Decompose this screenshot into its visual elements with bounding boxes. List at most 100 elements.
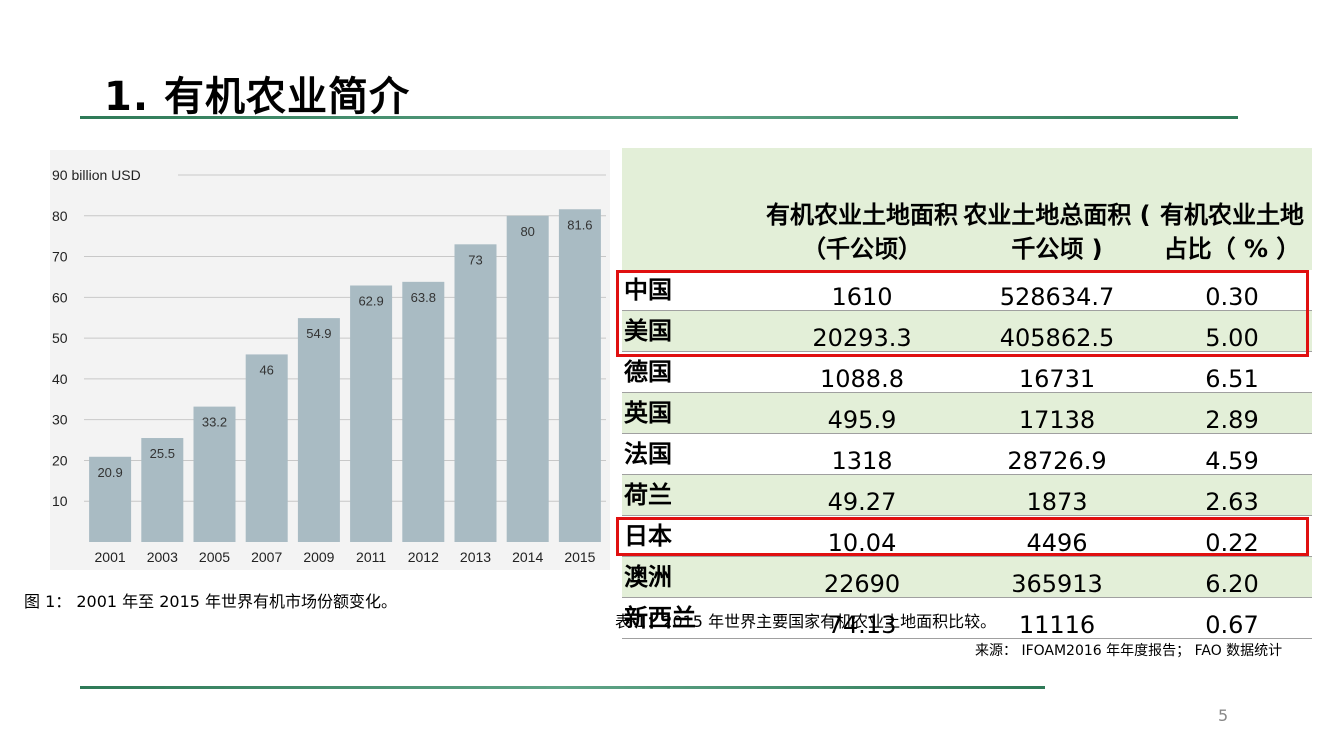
country-cell: 日本 [622,515,762,557]
header-country [622,148,762,270]
total-area-cell: 405862.5 [962,310,1152,352]
country-cell: 中国 [622,270,762,311]
x-tick-label: 2001 [95,549,126,565]
total-area-cell: 1873 [962,474,1152,516]
header-organic-share: 有机农业土地占比（ % ） [1160,201,1304,263]
organic-share-cell: 2.63 [1152,474,1312,516]
bar [454,244,497,543]
table-caption: 表 1：2015 年世界主要国家有机农业土地面积比较。 [615,612,997,631]
organic-land-table: 有机农业土地面积（千公顷） 农业土地总面积 ( 千公顷 ) 有机农业土地占比（ … [622,148,1312,639]
x-tick-label: 2012 [408,549,439,565]
bar [193,406,236,542]
bar [506,215,549,542]
organic-area-cell: 49.27 [762,474,962,516]
organic-area-cell: 20293.3 [762,310,962,352]
data-label: 20.9 [97,465,122,480]
x-tick-label: 2005 [199,549,230,565]
organic-share-cell: 2.89 [1152,392,1312,434]
bar [350,285,393,542]
bar [245,354,288,542]
country-cell: 法国 [622,433,762,475]
total-area-cell: 528634.7 [962,270,1152,311]
header-total-area: 农业土地总面积 ( 千公顷 ) [963,201,1151,263]
market-bar-chart: 90 billion USD 10 20 30 40 50 60 70 80 20.9 2001 25… [50,150,610,570]
y-tick-label: 60 [52,289,68,305]
total-area-cell: 365913 [962,556,1152,598]
organic-share-cell: 6.51 [1152,351,1312,393]
total-area-cell: 11116 [962,597,1152,639]
country-cell: 美国 [622,310,762,352]
data-label: 81.6 [567,217,592,232]
y-tick-label: 80 [52,208,68,224]
bar [402,281,445,542]
highlight-japan [616,517,1309,556]
organic-area-cell: 74.13 [762,597,962,639]
organic-area-cell: 495.9 [762,392,962,434]
organic-area-cell: 1318 [762,433,962,475]
table-row: 美国 20293.3 405862.5 5.00 [622,310,1312,352]
country-cell: 德国 [622,351,762,393]
x-tick-label: 2015 [564,549,595,565]
y-tick-label: 30 [52,412,68,428]
x-tick-label: 2003 [147,549,178,565]
country-cell: 澳洲 [622,556,762,598]
country-cell: 英国 [622,392,762,434]
organic-area-cell: 1610 [762,270,962,311]
bar [558,209,601,542]
total-area-cell: 17138 [962,392,1152,434]
source-note: 来源： IFOAM2016 年年度报告； FAO 数据统计 [975,643,1283,659]
data-label: 62.9 [358,294,383,309]
x-tick-label: 2014 [512,549,543,565]
data-label: 25.5 [150,446,175,461]
table-row: 中国 1610 528634.7 0.30 [622,270,1312,311]
organic-area-cell: 22690 [762,556,962,598]
data-label: 33.2 [202,415,227,430]
bar [89,456,132,542]
organic-share-cell: 4.59 [1152,433,1312,475]
total-area-cell: 16731 [962,351,1152,393]
table-row: 日本 10.04 4496 0.22 [622,515,1312,557]
total-area-cell: 28726.9 [962,433,1152,475]
chart-caption: 图 1： 2001 年至 2015 年世界有机市场份额变化。 [24,592,398,611]
organic-area-cell: 1088.8 [762,351,962,393]
table-row: 德国 1088.8 16731 6.51 [622,351,1312,393]
highlight-china-usa [616,270,1309,357]
header-organic-area: 有机农业土地面积（千公顷） [766,201,958,263]
x-tick-label: 2007 [251,549,282,565]
organic-share-cell: 0.22 [1152,515,1312,557]
country-cell: 荷兰 [622,474,762,516]
table-row: 法国 1318 28726.9 4.59 [622,433,1312,475]
page-number: 5 [1218,706,1229,725]
y-axis-label: 90 billion USD [52,167,141,183]
organic-share-cell: 6.20 [1152,556,1312,598]
y-tick-label: 40 [52,371,68,387]
data-label: 80 [520,224,534,239]
x-tick-label: 2011 [356,549,386,565]
table-row: 荷兰 49.27 1873 2.63 [622,474,1312,516]
y-tick-label: 50 [52,330,68,346]
organic-share-cell: 0.30 [1152,270,1312,311]
organic-area-cell: 10.04 [762,515,962,557]
table-row: 澳洲 22690 365913 6.20 [622,556,1312,598]
table-row: 新西兰 74.13 11116 0.67 [622,597,1312,639]
bar [141,438,184,542]
organic-share-cell: 5.00 [1152,310,1312,352]
organic-share-cell: 0.67 [1152,597,1312,639]
y-tick-label: 70 [52,249,68,265]
bar [297,318,340,542]
table-header-row: 有机农业土地面积（千公顷） 农业土地总面积 ( 千公顷 ) 有机农业土地占比（ … [622,148,1312,270]
data-label: 54.9 [306,326,331,341]
footer-divider [80,686,1045,689]
x-tick-label: 2013 [460,549,491,565]
country-cell: 新西兰 [622,597,762,639]
data-label: 63.8 [411,290,436,305]
y-tick-label: 10 [52,493,68,509]
x-tick-label: 2009 [303,549,334,565]
total-area-cell: 4496 [962,515,1152,557]
y-tick-label: 20 [52,452,68,468]
slide-title: 1. 有机农业简介 [104,74,410,120]
data-label: 46 [259,362,273,377]
title-divider [80,116,1238,119]
table-row: 英国 495.9 17138 2.89 [622,392,1312,434]
data-label: 73 [468,252,482,267]
